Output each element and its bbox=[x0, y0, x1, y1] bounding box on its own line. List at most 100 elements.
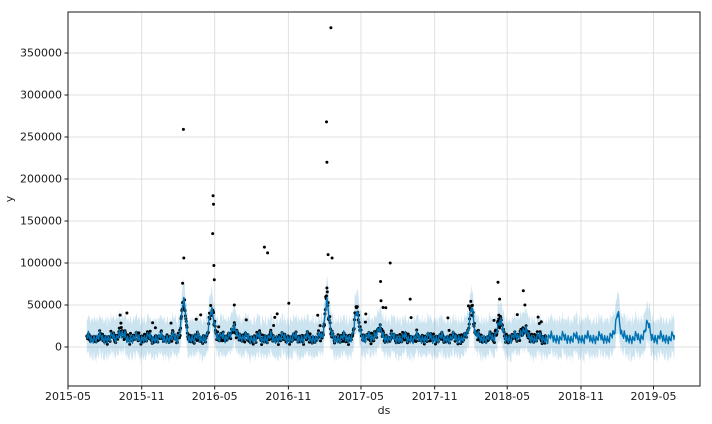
outlier-point bbox=[181, 281, 185, 285]
data-point bbox=[101, 332, 104, 336]
outlier-point bbox=[388, 261, 392, 265]
outlier-point bbox=[212, 202, 215, 206]
x-tick-label: 2016-05 bbox=[192, 390, 238, 403]
data-point bbox=[389, 329, 393, 333]
data-point bbox=[434, 342, 437, 346]
outlier-point bbox=[212, 264, 216, 267]
data-point bbox=[466, 304, 470, 308]
data-point bbox=[119, 326, 123, 329]
data-point bbox=[398, 333, 402, 336]
outlier-point bbox=[153, 326, 157, 330]
outlier-point bbox=[211, 232, 215, 236]
y-tick-label: 100000 bbox=[20, 257, 62, 270]
data-point bbox=[446, 316, 450, 320]
data-point bbox=[496, 319, 500, 323]
y-tick-label: 300000 bbox=[20, 89, 62, 102]
data-point bbox=[533, 333, 536, 336]
data-point bbox=[518, 339, 522, 342]
x-tick-label: 2019-05 bbox=[631, 390, 677, 403]
outlier-point bbox=[181, 127, 185, 131]
data-point bbox=[148, 329, 152, 333]
data-point bbox=[129, 331, 132, 335]
data-point bbox=[325, 294, 328, 298]
outlier-point bbox=[325, 120, 328, 124]
tick-labels: 2015-05 2015-11 2016-05 2016-11 2017-05 2017-… bbox=[20, 47, 676, 404]
y-axis-label: y bbox=[3, 195, 16, 203]
outlier-point bbox=[118, 313, 122, 317]
data-point bbox=[199, 313, 203, 317]
data-point bbox=[216, 330, 219, 334]
data-point bbox=[217, 325, 221, 329]
data-point bbox=[317, 329, 320, 333]
data-point bbox=[515, 313, 519, 317]
data-point bbox=[251, 342, 255, 346]
plot-border bbox=[67, 11, 701, 387]
data-point bbox=[470, 303, 474, 307]
x-tick-label: 2016-11 bbox=[265, 390, 311, 403]
forecast-line bbox=[86, 296, 676, 345]
outlier-point bbox=[266, 251, 270, 255]
data-point bbox=[492, 318, 496, 322]
data-point bbox=[169, 321, 173, 325]
data-point bbox=[318, 324, 322, 328]
outlier-point bbox=[119, 321, 123, 325]
data-point bbox=[355, 305, 359, 309]
x-tick-label: 2015-11 bbox=[119, 390, 165, 403]
data-point bbox=[319, 339, 322, 343]
data-point bbox=[260, 343, 264, 346]
outlier-point bbox=[329, 26, 333, 30]
outlier-point bbox=[496, 280, 500, 284]
outlier-point bbox=[539, 320, 543, 324]
outlier-point bbox=[211, 194, 215, 198]
x-tick-label: 2018-05 bbox=[484, 390, 530, 403]
data-point bbox=[272, 324, 276, 327]
data-point bbox=[469, 299, 473, 303]
data-point bbox=[535, 330, 539, 334]
data-point bbox=[308, 332, 312, 336]
x-tick-label: 2017-11 bbox=[412, 390, 458, 403]
uncertainty-band bbox=[86, 276, 675, 366]
data-point bbox=[260, 333, 264, 337]
outlier-point bbox=[212, 278, 216, 282]
data-point bbox=[422, 342, 426, 346]
outlier-point bbox=[523, 303, 527, 307]
data-point bbox=[269, 328, 273, 332]
outlier-point bbox=[409, 316, 413, 320]
data-point bbox=[229, 337, 233, 341]
data-point bbox=[288, 342, 292, 346]
data-point bbox=[273, 315, 277, 319]
data-point bbox=[234, 336, 238, 340]
data-point bbox=[170, 339, 174, 343]
data-point bbox=[195, 339, 199, 342]
data-point bbox=[243, 340, 247, 344]
x-tick-label: 2018-11 bbox=[558, 390, 604, 403]
data-point bbox=[143, 332, 146, 336]
data-point bbox=[325, 286, 329, 290]
data-point bbox=[341, 339, 345, 343]
y-tick-label: 200000 bbox=[20, 173, 62, 186]
data-point bbox=[325, 290, 329, 294]
data-point bbox=[369, 342, 373, 346]
y-tick-label: 150000 bbox=[20, 215, 62, 228]
outlier-point bbox=[497, 313, 501, 317]
data-point bbox=[302, 342, 306, 346]
data-point bbox=[492, 341, 496, 344]
gridlines bbox=[67, 12, 700, 386]
y-tick-label: 250000 bbox=[20, 131, 62, 144]
y-tick-label: 0 bbox=[55, 341, 62, 354]
data-point bbox=[447, 328, 451, 332]
data-point bbox=[401, 330, 405, 334]
outlier-point bbox=[326, 253, 330, 257]
data-point bbox=[244, 318, 248, 322]
outlier-point bbox=[232, 303, 236, 307]
data-point bbox=[137, 331, 141, 335]
data-point bbox=[122, 338, 126, 341]
y-tick-label: 350000 bbox=[20, 47, 62, 60]
y-tick-label: 50000 bbox=[27, 299, 62, 312]
data-point bbox=[194, 317, 198, 321]
outlier-point bbox=[330, 256, 334, 260]
data-point bbox=[275, 312, 279, 316]
data-point bbox=[316, 313, 320, 317]
data-point bbox=[276, 343, 280, 346]
